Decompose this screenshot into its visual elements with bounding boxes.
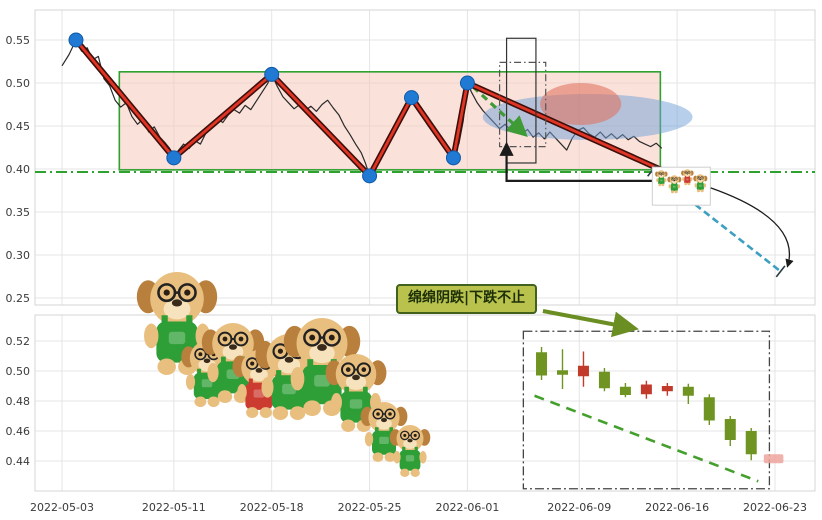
- candle: [682, 383, 694, 404]
- x-tick-label: 2022-05-18: [240, 501, 304, 514]
- top-y-tick-label: 0.55: [6, 34, 31, 47]
- bottom-y-tick-label: 0.44: [6, 455, 31, 468]
- focus-box-solid: [505, 37, 537, 164]
- candle-zoom-box: [522, 330, 771, 490]
- top-y-tick-label: 0.45: [6, 120, 31, 133]
- candle: [619, 383, 631, 398]
- focus-box-dashdot: [498, 61, 547, 148]
- candle: [640, 380, 652, 399]
- pivot-marker: [362, 168, 378, 184]
- highlight-ellipse: [540, 83, 622, 125]
- puppy-figure: [389, 425, 431, 477]
- x-tick-label: 2022-06-01: [435, 501, 499, 514]
- x-tick-label: 2022-06-09: [547, 501, 611, 514]
- bottom-y-tick-label: 0.50: [6, 365, 31, 378]
- projection-curved-arrow: [710, 187, 794, 268]
- candle: [536, 347, 548, 380]
- puppy-figure: [360, 402, 408, 462]
- x-tick-label: 2022-06-23: [743, 501, 807, 514]
- x-tick-label: 2022-05-25: [338, 501, 402, 514]
- bottom-y-tick-label: 0.52: [6, 335, 31, 348]
- x-tick-label: 2022-06-16: [645, 501, 709, 514]
- puppy-figure: [283, 318, 361, 416]
- pivot-marker: [264, 66, 280, 82]
- candle: [598, 368, 610, 392]
- top-y-tick-label: 0.40: [6, 163, 31, 176]
- bottom-y-tick-label: 0.48: [6, 395, 31, 408]
- pivot-marker: [68, 32, 84, 48]
- candle: [703, 394, 715, 425]
- x-tick-label: 2022-05-03: [30, 501, 94, 514]
- puppy-figure: [667, 175, 682, 194]
- annotation-label: 绵绵阴跌|下跌不止: [396, 284, 538, 314]
- axis-tick-labels: 0.25 0.30 0.35 0.40 0.45 0.50 0.55 0.44 0.46 0.48…: [6, 34, 807, 514]
- zigzag-trend-line: [74, 39, 664, 178]
- puppy-parade: [136, 272, 431, 477]
- pivot-marker: [404, 90, 420, 106]
- candle: [745, 428, 757, 461]
- pivot-marker: [445, 150, 461, 166]
- annotation-arrow: [542, 309, 639, 338]
- puppy-figure: [693, 174, 708, 193]
- top-y-tick-label: 0.30: [6, 249, 31, 262]
- top-y-tick-label: 0.50: [6, 77, 31, 90]
- candle: [577, 351, 589, 387]
- descending-trendline: [534, 394, 759, 483]
- candle: [661, 383, 673, 396]
- pivot-marker: [166, 150, 182, 166]
- candle: [724, 416, 736, 446]
- top-y-tick-label: 0.35: [6, 206, 31, 219]
- latest-price-marker: [763, 454, 784, 464]
- puppy-figure: [655, 170, 668, 187]
- candle: [556, 349, 568, 389]
- top-y-tick-label: 0.25: [6, 292, 31, 305]
- mini-puppy-sticker: [651, 166, 711, 206]
- bottom-y-tick-label: 0.46: [6, 425, 31, 438]
- candlestick-series: [536, 347, 757, 461]
- bracket-pointer: [499, 141, 652, 182]
- pivot-marker: [459, 75, 475, 91]
- x-tick-label: 2022-05-11: [142, 501, 206, 514]
- puppy-figure: [681, 169, 694, 186]
